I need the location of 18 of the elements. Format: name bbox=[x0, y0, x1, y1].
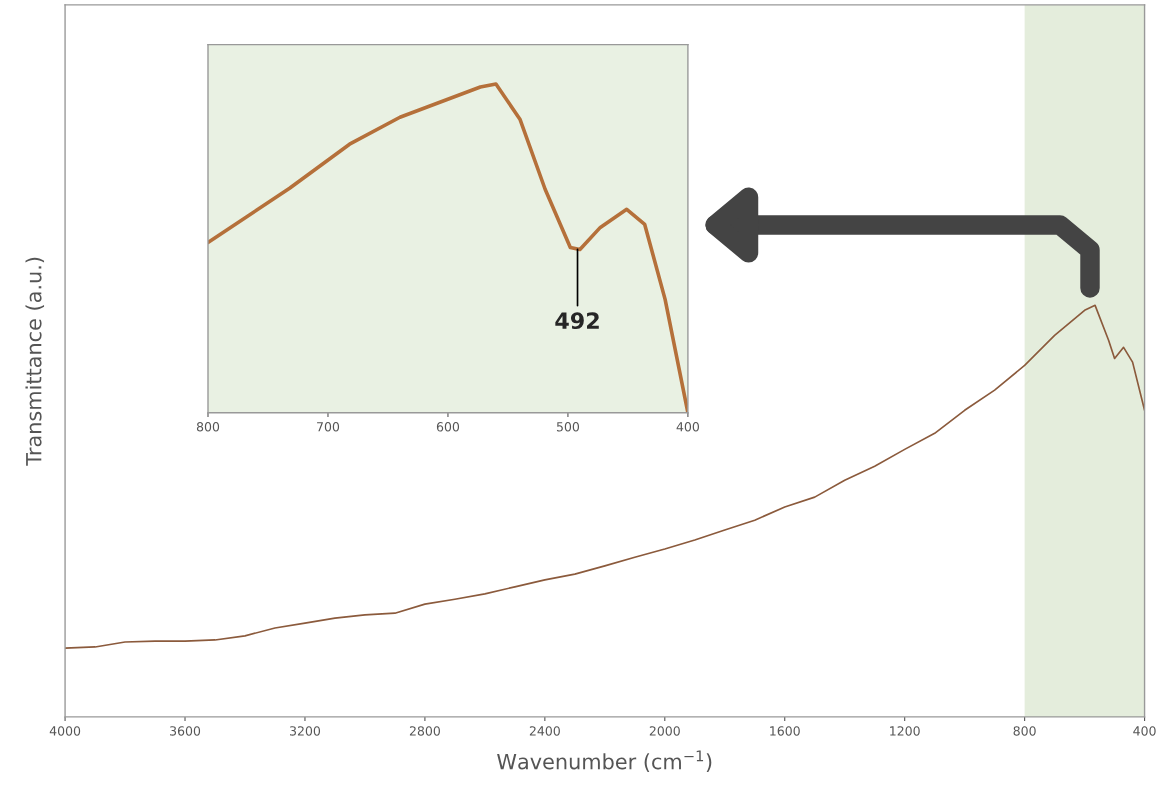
x-tick-label: 3600 bbox=[170, 726, 201, 736]
x-axis-title: Wavenumber (cm$^{−1}$) bbox=[497, 750, 712, 772]
x-tick-label: 500 bbox=[556, 422, 580, 432]
x-tick-label: 4000 bbox=[49, 726, 81, 736]
x-tick-label: 600 bbox=[436, 422, 460, 432]
x-tick-label: 800 bbox=[1013, 726, 1036, 736]
x-tick-label: 1600 bbox=[770, 726, 800, 736]
x-tick-label: 400 bbox=[1133, 726, 1156, 736]
x-tick-label: 2400 bbox=[529, 726, 560, 736]
y-axis-title: Transmittance (a.u.) bbox=[25, 257, 45, 466]
annotation: 492 bbox=[555, 312, 599, 330]
x-tick-label: 400 bbox=[676, 422, 699, 432]
x-tick-label: 700 bbox=[317, 422, 340, 432]
x-tick-label: 1200 bbox=[890, 726, 920, 736]
x-tick-label: 800 bbox=[196, 422, 220, 432]
x-tick-label: 2000 bbox=[649, 726, 680, 736]
x-tick-label: 3200 bbox=[290, 726, 321, 736]
x-tick-label: 2800 bbox=[409, 726, 440, 736]
